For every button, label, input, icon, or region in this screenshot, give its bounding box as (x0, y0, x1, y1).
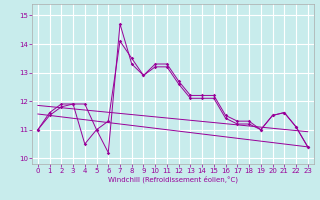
X-axis label: Windchill (Refroidissement éolien,°C): Windchill (Refroidissement éolien,°C) (108, 176, 238, 183)
